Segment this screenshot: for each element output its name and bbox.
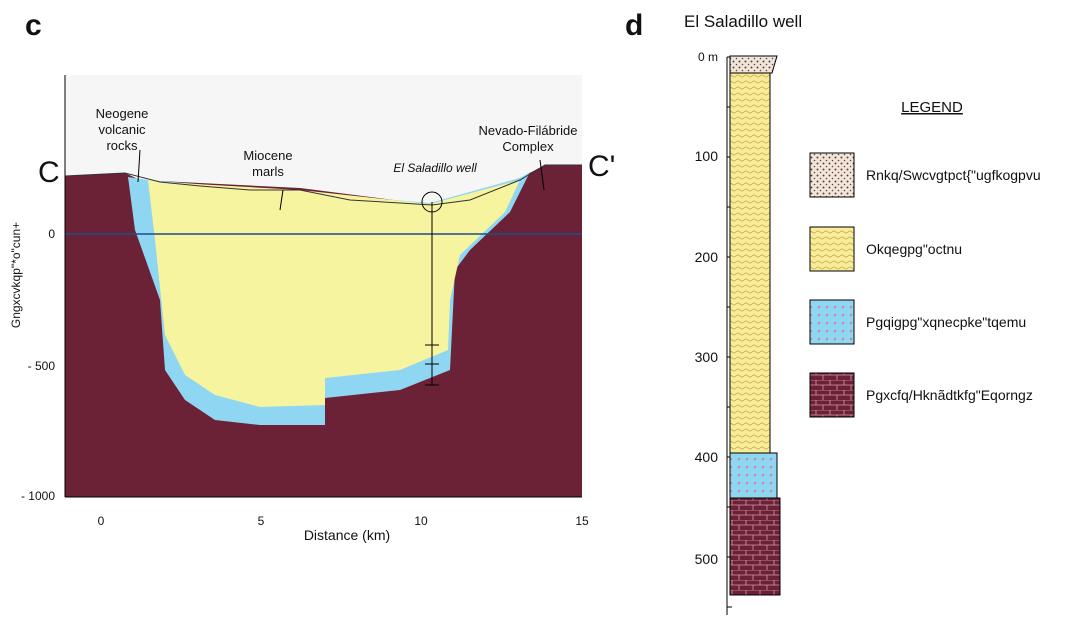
depth-label: 400 [695,449,719,465]
section-end-label: C [38,156,60,189]
label: Miocene marls [243,148,292,179]
layer-plio [729,55,778,74]
legend-title: LEGEND [901,99,963,116]
legend-swatch [809,152,855,198]
legend-label: Okqegpg"octnu [866,241,962,257]
y-axis-label: Gngxcvkqp"*o"cun+ [9,222,23,328]
legend-label: Rnkq/Swcvgtpct{"ugfkogpvu [866,167,1041,183]
leader-lines [137,149,545,211]
legend-swatch [809,299,855,345]
depth-label: 300 [695,349,719,365]
label: Neogene volcanic rocks [96,106,149,153]
y-tick-label: - 1000 [21,489,55,503]
x-tick-label: 0 [98,514,105,528]
label: El Saladillo well [393,161,477,175]
panel-letter: d [625,9,643,42]
layer-basement [729,497,781,596]
x-tick-label: 5 [258,514,265,528]
layer-miocene [729,72,771,454]
surface-line [64,164,582,206]
x-tick-label: 15 [575,514,589,528]
depth-label: 100 [695,148,719,164]
depth-label: 0 m [698,50,718,64]
miocene-unit [148,180,520,407]
panel-letter: c [25,9,42,42]
well-circle [421,191,443,213]
x-axis-label: Distance (km) [304,527,390,543]
legend-swatch [809,226,855,272]
section-end-label: C' [588,150,615,183]
column-title: El Saladillo well [684,12,802,31]
legend-label: Pgqigpg"xqnecpke"tqemu [866,314,1026,330]
y-tick-label: - 500 [28,359,56,373]
legend-swatch [809,372,855,418]
well-ticks [425,344,439,386]
depth-label: 500 [695,551,719,567]
x-tick-label: 10 [414,514,428,528]
legend-label: Pgxcfq/Hknãdtkfg"Eqorngz [866,387,1033,403]
y-tick-label: 0 [48,227,55,241]
layer-neogene [729,452,778,499]
label: Nevado-Filábride Complex [479,123,578,154]
depth-label: 200 [695,249,719,265]
